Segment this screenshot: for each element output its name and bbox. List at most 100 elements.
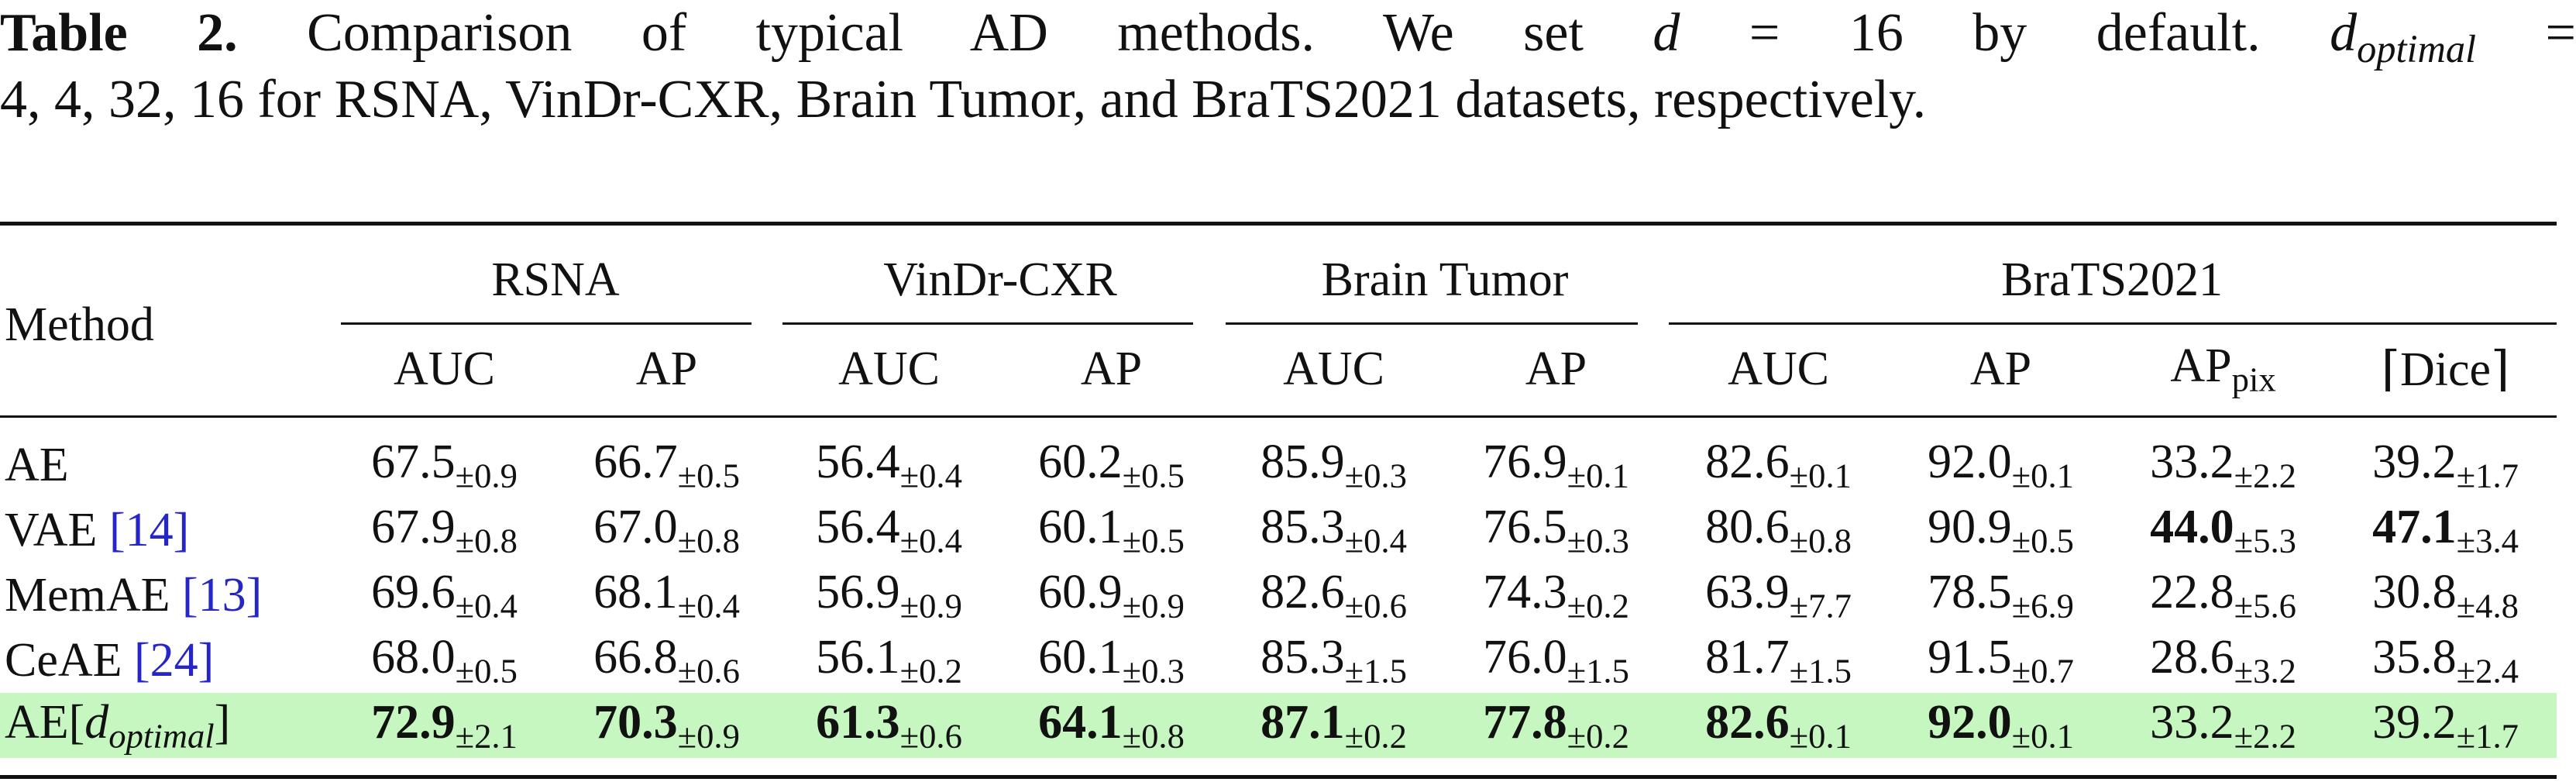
method-cell: CeAE [24] (0, 628, 333, 693)
cell-brats-ap: 92.0±0.1 (1928, 435, 2074, 495)
caption-line-1: Table 2. Comparison of typical AD method… (0, 0, 2576, 71)
citation-link[interactable]: [24] (134, 633, 215, 687)
method-cell: AE (0, 415, 333, 498)
method-cell: VAE [14] (0, 498, 333, 563)
method-name: MemAE (5, 568, 170, 622)
cell-brats-ap: 91.5±0.7 (1928, 630, 2074, 691)
cell-rsna-auc: 69.6±0.4 (371, 565, 518, 625)
cell-brain-auc: 87.1±0.2 (1223, 693, 1446, 758)
metric-header-brats-ap-pix: APpix (2170, 339, 2276, 399)
cell-brain-auc: 85.3±1.5 (1260, 630, 1407, 691)
cell-brain-auc: 85.3±0.4 (1260, 500, 1407, 560)
cmidrule-brats (1669, 322, 2557, 325)
caption-text-2: for RSNA, VinDr-CXR, Brain Tumor, and Br… (257, 70, 1927, 129)
metric-header-brain-auc: AUC (1283, 342, 1384, 395)
table-row: AE[doptimal] 72.9±2.1 70.3±0.9 61.3±0.6 64.1… (0, 693, 2557, 758)
cell-brats-auc: 80.6±0.8 (1705, 500, 1852, 560)
cell-brats-ap-pix: 44.0±5.3 (2150, 500, 2296, 560)
cell-brats-auc: 82.6±0.1 (1705, 435, 1852, 495)
method-cell: MemAE [13] (0, 563, 333, 628)
cmidrule-vindr (782, 322, 1193, 325)
cell-rsna-ap: 66.7±0.5 (593, 435, 740, 495)
cell-brats-dice: 47.1±3.4 (2372, 500, 2519, 560)
top-rule (0, 222, 2557, 226)
table-row: CeAE [24] 68.0±0.5 66.8±0.6 56.1±0.2 60.1±0.… (0, 628, 2557, 693)
table-caption: Table 2. Comparison of typical AD method… (0, 0, 2576, 133)
metric-header-brats-auc: AUC (1728, 342, 1829, 395)
bottom-rule (0, 775, 2557, 779)
metric-header-vindr-ap: AP (1080, 342, 1143, 395)
cell-brats-auc: 63.9±7.7 (1705, 565, 1852, 625)
cell-rsna-ap: 68.1±0.4 (593, 565, 740, 625)
cell-brats-ap: 92.0±0.1 (1890, 693, 2113, 758)
method-name: VAE (5, 503, 98, 556)
dataset-header-brats: BraTS2021 (2001, 253, 2223, 306)
cell-rsna-auc: 68.0±0.5 (371, 630, 518, 691)
table-number: Table 2. (0, 3, 238, 63)
table-row: VAE [14] 67.9±0.8 67.0±0.8 56.4±0.4 60.1±0.5… (0, 498, 2557, 563)
metric-header-rsna-auc: AUC (394, 342, 495, 395)
caption-d-symbol: d (1653, 3, 1680, 63)
cell-brats-dice: 39.2±1.7 (2372, 435, 2519, 495)
cell-brain-auc: 82.6±0.6 (1260, 565, 1407, 625)
table-row: MemAE [13] 69.6±0.4 68.1±0.4 56.9±0.9 60.9±0… (0, 563, 2557, 628)
metric-header-vindr-auc: AUC (838, 342, 940, 395)
method-header: Method (5, 298, 154, 351)
cell-vindr-auc: 56.1±0.2 (816, 630, 962, 691)
method-name: CeAE (5, 633, 122, 687)
cell-vindr-auc: 61.3±0.6 (778, 693, 1001, 758)
results-table-wrapper: Method RSNA VinDr-CXR Brain Tumor BraTS2… (0, 222, 2576, 779)
citation-link[interactable]: [14] (108, 503, 190, 556)
header-rule (0, 415, 2557, 418)
cell-rsna-ap: 67.0±0.8 (593, 500, 740, 560)
cell-vindr-ap: 60.1±0.5 (1038, 500, 1185, 560)
metric-header-brats-ap: AP (1969, 342, 2032, 395)
cell-brats-ap-pix: 33.2±2.2 (2150, 435, 2296, 495)
cell-brats-auc: 81.7±1.5 (1705, 630, 1852, 691)
cell-vindr-ap: 60.2±0.5 (1038, 435, 1185, 495)
metric-header-brain-ap: AP (1525, 342, 1587, 395)
cell-brats-dice: 30.8±4.8 (2372, 565, 2519, 625)
dataset-header-vindr: VinDr-CXR (883, 253, 1117, 306)
method-cell: AE[doptimal] (0, 693, 333, 758)
cell-brats-dice: 39.2±1.7 (2334, 693, 2557, 758)
caption-d-optimal: doptimal (2330, 3, 2477, 71)
cell-rsna-auc: 67.9±0.8 (371, 500, 518, 560)
cell-vindr-ap: 60.1±0.3 (1038, 630, 1185, 691)
cell-brats-ap: 90.9±0.5 (1928, 500, 2074, 560)
dataset-header-rsna: RSNA (491, 253, 620, 306)
cell-vindr-auc: 56.9±0.9 (816, 565, 962, 625)
cell-vindr-auc: 56.4±0.4 (816, 500, 962, 560)
cell-brats-ap-pix: 28.6±3.2 (2150, 630, 2296, 691)
cell-brats-ap-pix: 22.8±5.6 (2150, 565, 2296, 625)
cell-rsna-ap: 70.3±0.9 (555, 693, 779, 758)
caption-line-2: 4, 4, 32, 16 for RSNA, VinDr-CXR, Brain … (0, 67, 2576, 133)
cell-vindr-auc: 56.4±0.4 (816, 435, 962, 495)
cmidrule-rsna (341, 322, 751, 325)
cell-vindr-ap: 60.9±0.9 (1038, 565, 1185, 625)
dataset-header-brain-tumor: Brain Tumor (1321, 253, 1569, 306)
cell-brain-ap: 76.0±1.5 (1483, 630, 1629, 691)
cell-brats-dice: 35.8±2.4 (2372, 630, 2519, 691)
caption-equals: = (2545, 3, 2576, 63)
cell-brain-ap: 74.3±0.2 (1483, 565, 1629, 625)
cell-rsna-auc: 72.9±2.1 (333, 693, 555, 758)
cell-rsna-ap: 66.8±0.6 (593, 630, 740, 691)
cell-brain-ap: 76.9±0.1 (1483, 435, 1629, 495)
results-table: Method RSNA VinDr-CXR Brain Tumor BraTS2… (0, 222, 2557, 758)
table-row: AE 67.5±0.9 66.7±0.5 56.4±0.4 60.2±0.5 85.9±0… (0, 415, 2557, 498)
cell-brain-auc: 85.9±0.3 (1260, 435, 1407, 495)
table-body: AE 67.5±0.9 66.7±0.5 56.4±0.4 60.2±0.5 85.9±0… (0, 415, 2557, 758)
citation-link[interactable]: [13] (182, 568, 263, 622)
cell-brats-auc: 82.6±0.1 (1667, 693, 1890, 758)
cell-brain-ap: 77.8±0.2 (1445, 693, 1668, 758)
caption-values: 4, 4, 32, 16 (0, 70, 244, 129)
cell-brats-ap: 78.5±6.9 (1928, 565, 2074, 625)
cell-vindr-ap: 64.1±0.8 (1000, 693, 1223, 758)
metric-header-rsna-ap: AP (635, 342, 698, 395)
cell-rsna-auc: 67.5±0.9 (371, 435, 518, 495)
metric-header-brats-dice: ⌈Dice⌉ (2381, 343, 2510, 396)
caption-text-1: Comparison of typical AD methods. We set (307, 3, 1584, 63)
cell-brats-ap-pix: 33.2±2.2 (2112, 693, 2335, 758)
caption-equals-16: = 16 by default. (1749, 3, 2261, 63)
